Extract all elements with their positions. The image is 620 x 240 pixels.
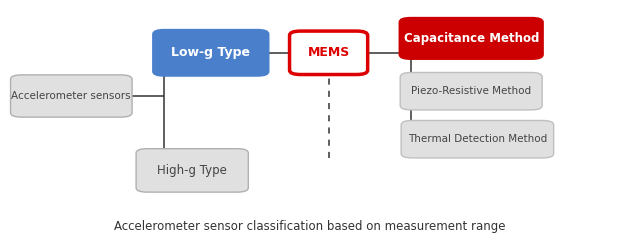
Text: Accelerometer sensor classification based on measurement range: Accelerometer sensor classification base… xyxy=(114,220,506,233)
Text: Thermal Detection Method: Thermal Detection Method xyxy=(408,134,547,144)
Text: Low-g Type: Low-g Type xyxy=(171,46,250,59)
Text: Piezo-Resistive Method: Piezo-Resistive Method xyxy=(411,86,531,96)
Text: High-g Type: High-g Type xyxy=(157,164,227,177)
FancyBboxPatch shape xyxy=(11,75,132,117)
FancyBboxPatch shape xyxy=(153,30,268,76)
FancyBboxPatch shape xyxy=(401,72,542,110)
FancyBboxPatch shape xyxy=(290,31,368,74)
Text: Capacitance Method: Capacitance Method xyxy=(404,32,539,45)
Text: Accelerometer sensors: Accelerometer sensors xyxy=(12,91,131,101)
FancyBboxPatch shape xyxy=(399,18,543,59)
FancyBboxPatch shape xyxy=(401,120,554,158)
Text: MEMS: MEMS xyxy=(308,46,350,59)
FancyBboxPatch shape xyxy=(136,149,248,192)
